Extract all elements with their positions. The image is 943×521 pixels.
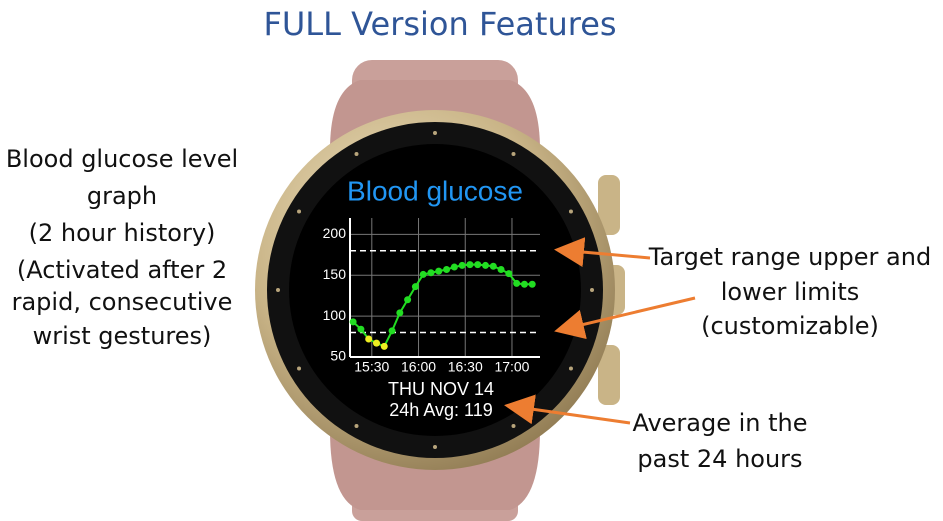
glucose-point xyxy=(474,261,482,269)
bezel-dot xyxy=(511,152,516,157)
annotation: wrist gestures) xyxy=(33,322,212,350)
glucose-point xyxy=(520,280,528,288)
glucose-point xyxy=(404,296,412,304)
y-tick-label: 100 xyxy=(323,307,347,323)
annotation: lower limits xyxy=(721,278,860,306)
glucose-point xyxy=(349,318,357,326)
glucose-point xyxy=(365,335,373,343)
average: 24h Avg: 119 xyxy=(389,400,492,420)
annotation: (Activated after 2 xyxy=(17,256,227,284)
glucose-point xyxy=(528,280,536,288)
glucose-point xyxy=(427,269,435,277)
bezel-dot xyxy=(568,209,573,214)
annotation: past 24 hours xyxy=(637,445,802,473)
bezel-dot xyxy=(297,366,302,371)
glucose-point xyxy=(388,327,396,335)
bezel-dot xyxy=(568,366,573,371)
glucose-point xyxy=(372,339,380,347)
chart-title: Blood glucose xyxy=(347,175,523,206)
annotation: Average in the xyxy=(632,409,807,437)
glucose-point xyxy=(435,267,443,275)
button xyxy=(598,345,620,405)
bezel-dot xyxy=(354,152,359,157)
annotation: (2 hour history) xyxy=(29,219,216,247)
bezel-dots xyxy=(276,131,594,449)
bezel-dot xyxy=(433,445,437,449)
glucose-point xyxy=(497,266,505,274)
x-tick-label: 17:00 xyxy=(494,359,529,375)
arrow xyxy=(554,296,696,340)
annotation: rapid, consecutive xyxy=(12,288,233,316)
x-tick-label: 16:00 xyxy=(401,359,436,375)
glucose-point xyxy=(380,342,388,350)
x-tick-label: 16:30 xyxy=(448,359,483,375)
bezel-dot xyxy=(297,209,302,214)
bezel-dot xyxy=(511,423,516,428)
arrow xyxy=(504,394,631,425)
slide-title: FULL Version Features xyxy=(263,5,616,43)
annotation: Target range upper and xyxy=(648,243,931,271)
bezel-dot xyxy=(276,288,280,292)
bezel-dot xyxy=(354,423,359,428)
glucose-point xyxy=(450,263,458,271)
button xyxy=(598,175,620,235)
glucose-point xyxy=(505,270,513,278)
glucose-point xyxy=(411,283,419,291)
glucose-point xyxy=(466,261,474,269)
glucose-point xyxy=(396,309,404,317)
y-tick-label: 200 xyxy=(323,225,347,241)
date: THU NOV 14 xyxy=(388,379,494,399)
screen xyxy=(289,144,581,436)
glucose-point xyxy=(419,270,427,278)
bezel-dot xyxy=(433,131,437,135)
arrow xyxy=(554,237,651,268)
y-tick-label: 150 xyxy=(323,266,347,282)
annotation: (customizable) xyxy=(701,312,879,340)
chart: Blood glucose THU NOV 14 24h Avg: 119 50… xyxy=(323,175,540,420)
glucose-point xyxy=(443,266,451,274)
bezel-dot xyxy=(590,288,594,292)
x-tick-label: 15:30 xyxy=(354,359,389,375)
glucose-point xyxy=(489,262,497,270)
glucose-point xyxy=(513,279,521,287)
annotation: Blood glucose level xyxy=(6,145,238,173)
glucose-point xyxy=(357,325,365,333)
annotation: graph xyxy=(87,182,157,210)
glucose-point xyxy=(481,261,489,269)
glucose-point xyxy=(458,261,466,269)
y-tick-label: 50 xyxy=(330,348,346,364)
